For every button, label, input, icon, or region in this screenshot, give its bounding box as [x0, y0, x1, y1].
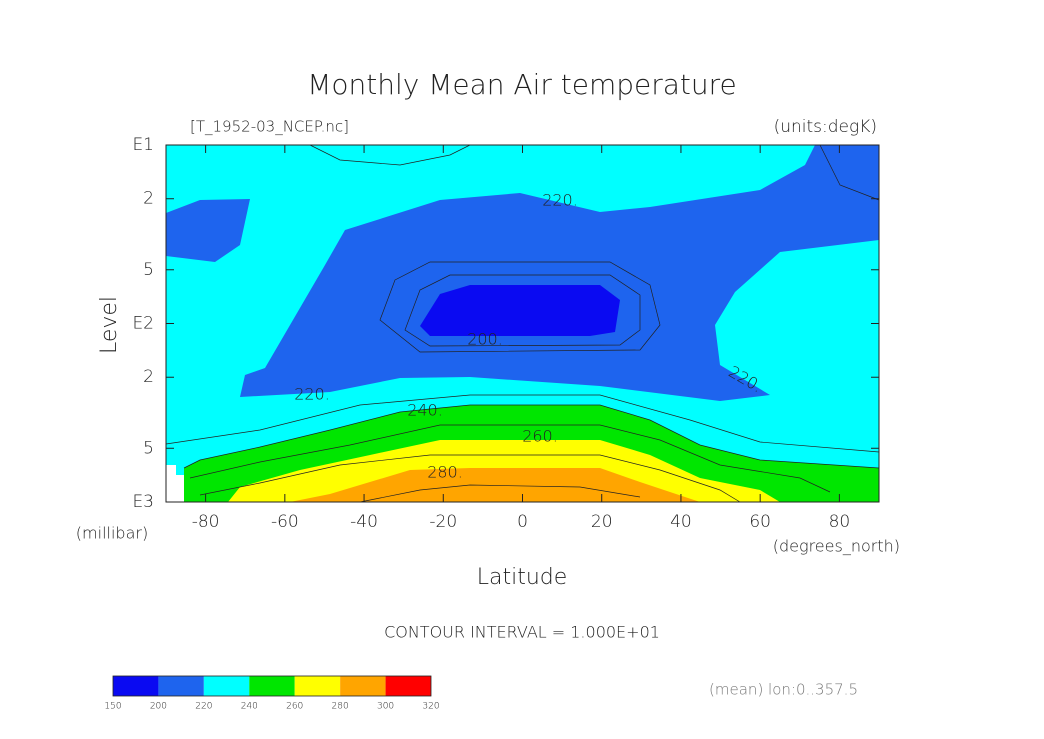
- colorbar-label: 320: [422, 702, 439, 712]
- x-tick-label: 20: [591, 512, 613, 532]
- contour-line: [183, 404, 880, 469]
- contour-label: 220.: [542, 191, 578, 210]
- colorbar-swatch: [294, 676, 341, 696]
- x-tick-label: 0: [517, 512, 528, 532]
- y-tick-label: E3: [132, 492, 154, 512]
- colorbar-label: 280: [332, 702, 349, 712]
- contour-label: 200.: [467, 330, 503, 349]
- contour-line: [309, 144, 471, 166]
- fill-280-300: [290, 468, 700, 502]
- y-tick-label: E1: [132, 135, 154, 155]
- colorbar-swatch: [249, 676, 295, 696]
- x-axis-unit: (degrees_north): [773, 537, 900, 556]
- y-tick-label: 5: [143, 260, 154, 280]
- x-tick-label: -60: [271, 512, 299, 532]
- units-label: (units:degK): [774, 117, 877, 137]
- colorbar-label: 240: [241, 702, 258, 712]
- y-axis-unit: (millibar): [76, 524, 148, 543]
- colorbar-swatch: [113, 676, 159, 696]
- colorbar-label: 200: [150, 702, 167, 712]
- contour-fills: [166, 145, 879, 502]
- colorbar-label: 300: [377, 702, 394, 712]
- colorbar-swatch: [340, 676, 386, 696]
- colorbar-label: 150: [104, 702, 121, 712]
- colorbar-swatch: [203, 676, 250, 696]
- missing-data: [166, 465, 184, 502]
- y-tick-label: 5: [143, 438, 154, 458]
- colorbar-swatch: [158, 676, 204, 696]
- contour-lines: [165, 144, 880, 503]
- y-axis-label: Level: [97, 296, 122, 354]
- colorbar-frame: [112, 675, 432, 697]
- contour-line: [165, 394, 880, 453]
- contour-interval: CONTOUR INTERVAL = 1.000E+01: [384, 623, 660, 642]
- colorbar-label: 260: [286, 702, 303, 712]
- contour-line: [359, 484, 641, 503]
- x-tick-label: -40: [350, 512, 378, 532]
- contour-line: [819, 144, 880, 201]
- y-tick-label: 2: [143, 367, 154, 387]
- contour-line: [379, 261, 661, 353]
- fill-150-200: [420, 285, 620, 336]
- x-tick-label: 80: [829, 512, 851, 532]
- contour-line: [404, 274, 641, 347]
- x-tick-label: 40: [670, 512, 692, 532]
- file-label: [T_1952-03_NCEP.nc]: [190, 118, 349, 136]
- fill-200-220: [166, 199, 250, 262]
- colorbar-swatch: [385, 676, 431, 696]
- colorbar-label: 220: [195, 702, 212, 712]
- contour-label: 240.: [407, 401, 443, 420]
- contour-label: 280.: [427, 463, 463, 482]
- x-tick-label: -80: [192, 512, 220, 532]
- chart-title: Monthly Mean Air temperature: [307, 68, 737, 101]
- note: (mean) lon:0..357.5: [709, 681, 858, 699]
- contour-label: 220.: [294, 385, 330, 404]
- contour-line: [199, 454, 741, 503]
- x-axis-label: Latitude: [477, 565, 568, 590]
- x-tick-label: 60: [749, 512, 771, 532]
- fill-200-220: [240, 145, 879, 401]
- y-tick-label: E2: [132, 314, 154, 334]
- x-tick-label: -20: [429, 512, 457, 532]
- y-tick-label: 2: [143, 189, 154, 209]
- contour-label: 260.: [522, 427, 558, 446]
- contour-line: [189, 424, 831, 493]
